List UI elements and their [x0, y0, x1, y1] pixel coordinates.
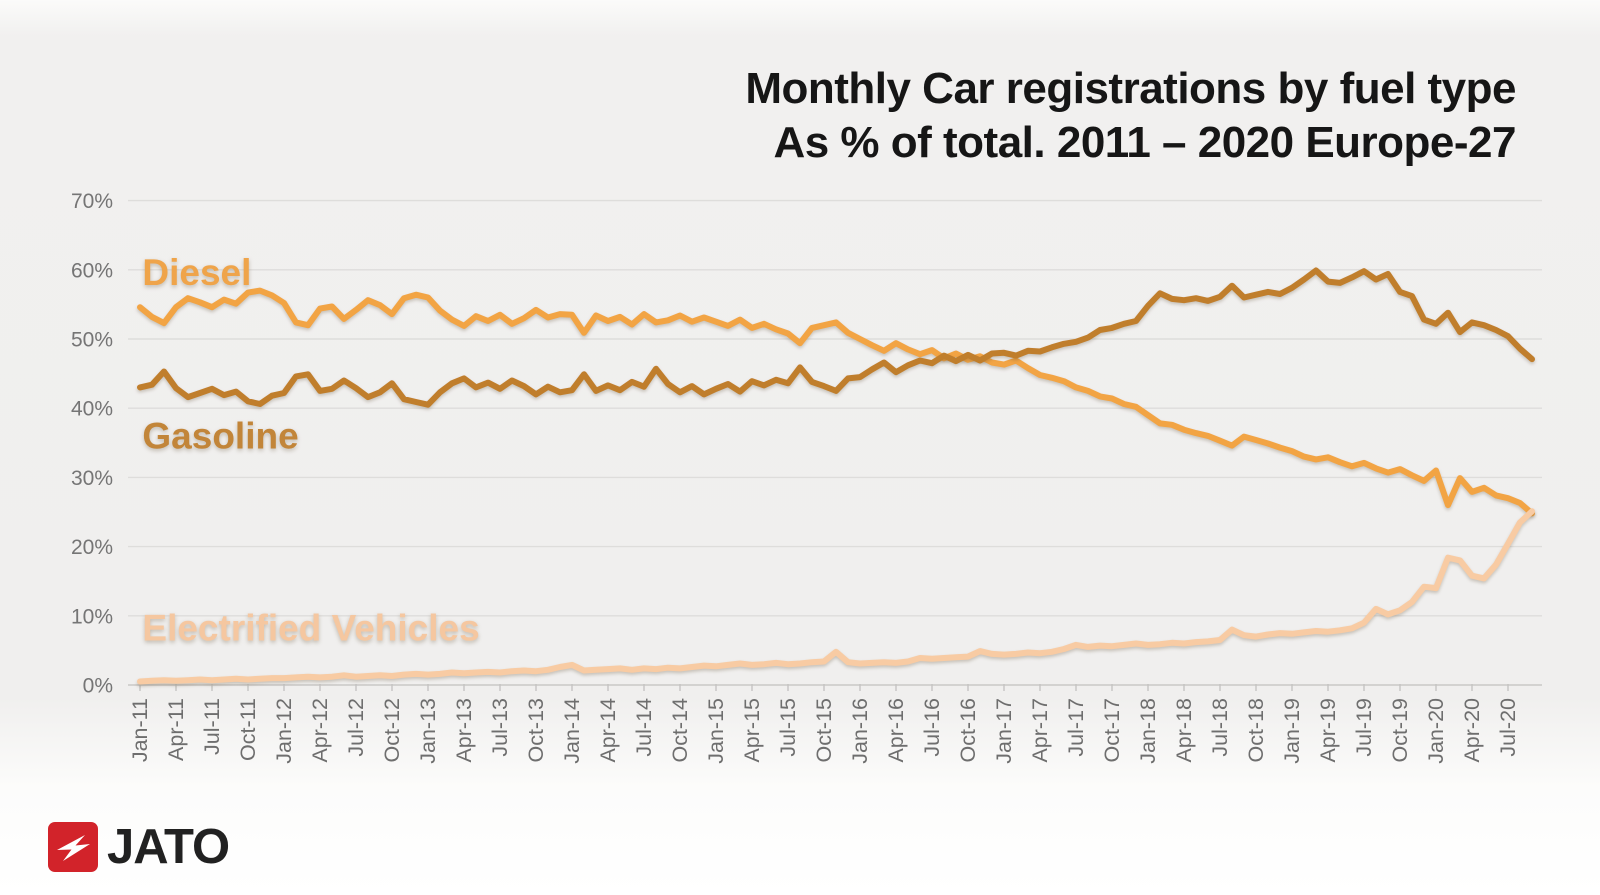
y-tick-label-40: 40%: [71, 398, 113, 421]
x-tick-label-Jul-16: Jul-16: [920, 698, 944, 757]
x-tick-label-Jan-16: Jan-16: [848, 698, 872, 764]
jato-logo: [48, 822, 98, 872]
x-tick-label-Jan-19: Jan-19: [1280, 698, 1304, 764]
electrified-vehicles-label: Electrified Vehicles: [142, 608, 479, 649]
x-tick-label-Apr-20: Apr-20: [1460, 698, 1484, 763]
x-tick-label-Jan-20: Jan-20: [1424, 698, 1448, 764]
chart-header: Monthly Car registrations by fuel type A…: [745, 62, 1516, 170]
y-tick-label-60: 60%: [71, 259, 113, 282]
x-tick-label-Jan-18: Jan-18: [1136, 698, 1160, 764]
x-tick-label-Jul-18: Jul-18: [1208, 698, 1232, 757]
y-tick-label-0: 0%: [83, 675, 113, 698]
x-tick-label-Jan-11: Jan-11: [128, 698, 152, 762]
x-tick-label-Oct-18: Oct-18: [1244, 698, 1268, 763]
x-tick-label-Jul-19: Jul-19: [1352, 698, 1376, 757]
x-tick-label-Jan-12: Jan-12: [272, 698, 296, 764]
x-tick-label-Oct-19: Oct-19: [1388, 698, 1412, 763]
x-tick-label-Jul-15: Jul-15: [776, 698, 800, 757]
x-tick-label-Jul-13: Jul-13: [488, 698, 512, 757]
x-tick-label-Jul-14: Jul-14: [632, 698, 656, 757]
x-tick-label-Oct-16: Oct-16: [956, 698, 980, 763]
x-tick-label-Oct-11: Oct-11: [236, 698, 260, 761]
x-tick-label-Apr-16: Apr-16: [884, 698, 908, 763]
x-tick-label-Jan-14: Jan-14: [560, 698, 584, 764]
x-tick-label-Apr-13: Apr-13: [452, 698, 476, 763]
y-tick-label-20: 20%: [71, 536, 113, 559]
x-tick-label-Apr-17: Apr-17: [1028, 698, 1052, 763]
x-tick-label-Oct-17: Oct-17: [1100, 698, 1124, 763]
x-tick-label-Jan-15: Jan-15: [704, 698, 728, 764]
x-tick-label-Apr-19: Apr-19: [1316, 698, 1340, 763]
chart-title-line2: As % of total. 2011 – 2020 Europe-27: [773, 118, 1516, 168]
y-tick-label-50: 50%: [71, 329, 113, 352]
jato-arrow-icon: [57, 835, 90, 861]
footer-branding: JATO: [48, 820, 230, 874]
diesel-label: Diesel: [142, 252, 251, 293]
x-tick-label-Jul-17: Jul-17: [1064, 698, 1088, 757]
diesel-line: [137, 287, 1535, 517]
x-tick-label-Apr-14: Apr-14: [596, 698, 620, 763]
y-tick-label-30: 30%: [71, 467, 113, 490]
y-tick-label-70: 70%: [71, 190, 113, 213]
x-tick-label-Apr-11: Apr-11: [164, 698, 188, 761]
x-tick-label-Apr-18: Apr-18: [1172, 698, 1196, 763]
chart-title-line1: Monthly Car registrations by fuel type: [745, 64, 1516, 113]
x-tick-label-Jan-17: Jan-17: [992, 698, 1016, 764]
x-tick-label-Jul-12: Jul-12: [344, 698, 368, 757]
x-tick-label-Oct-14: Oct-14: [668, 698, 692, 763]
x-tick-label-Jan-13: Jan-13: [416, 698, 440, 764]
gasoline-line: [137, 267, 1535, 408]
gasoline-label: Gasoline: [142, 415, 298, 456]
x-tick-label-Jul-20: Jul-20: [1496, 698, 1520, 757]
y-tick-label-10: 10%: [71, 605, 113, 628]
x-tick-label-Apr-15: Apr-15: [740, 698, 764, 763]
x-tick-label-Apr-12: Apr-12: [308, 698, 332, 763]
x-tick-label-Oct-12: Oct-12: [380, 698, 404, 763]
x-tick-label-Jul-11: Jul-11: [200, 698, 224, 755]
electrified-vehicles-line: [137, 508, 1535, 685]
x-tick-label-Oct-13: Oct-13: [524, 698, 548, 763]
x-tick-label-Oct-15: Oct-15: [812, 698, 836, 763]
jato-logo-text: JATO: [107, 820, 230, 874]
